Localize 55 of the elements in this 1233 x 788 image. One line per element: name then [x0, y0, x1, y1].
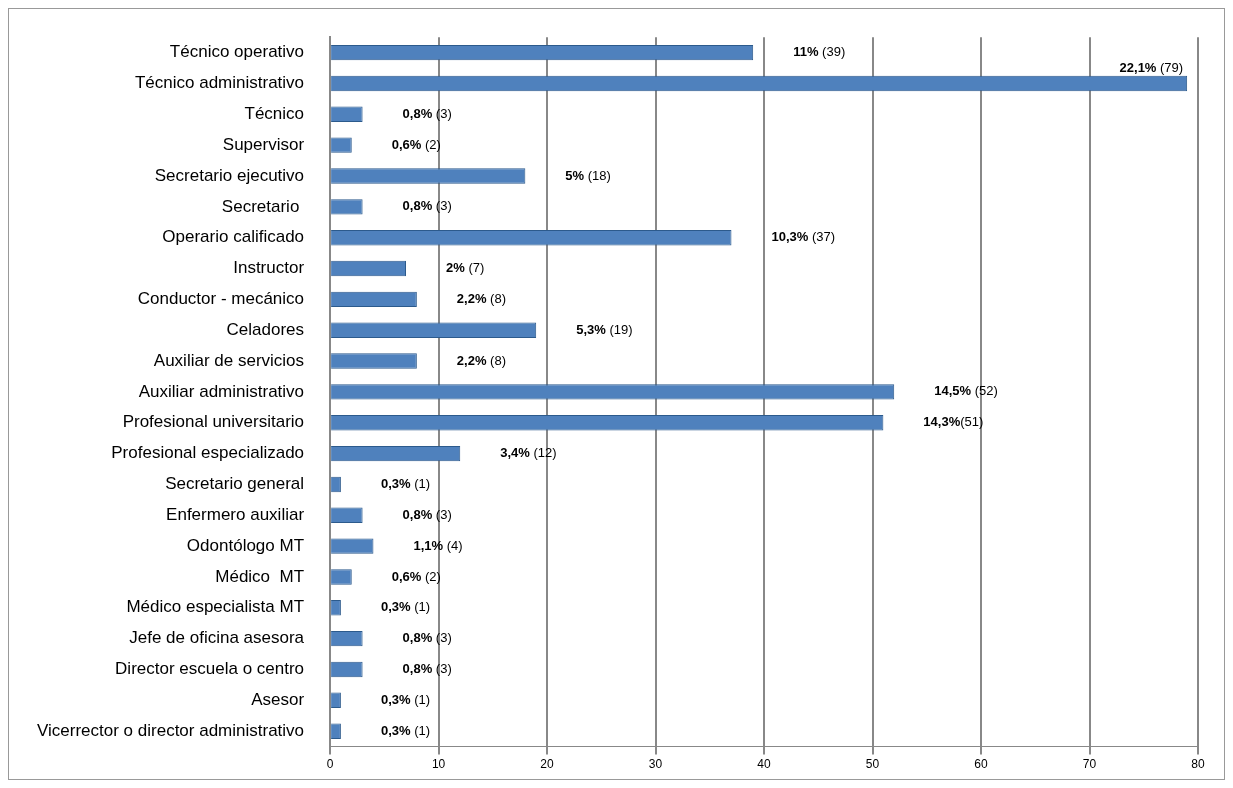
x-tick-label: 60: [974, 757, 989, 772]
data-label: 0,8% (3): [402, 198, 452, 214]
data-label: 0,8% (3): [402, 630, 452, 646]
data-label: 11% (39): [793, 44, 846, 60]
x-tick-label: 40: [757, 757, 772, 772]
data-label: 5,3% (19): [576, 321, 633, 337]
y-tick-label: Técnico operativo: [169, 42, 305, 62]
y-tick-label: Odontólogo MT: [186, 535, 305, 555]
data-label: 0,8% (3): [402, 506, 452, 522]
y-tick-label: Instructor: [233, 258, 305, 278]
data-label: 22,1% (79): [1119, 60, 1184, 76]
x-tick-label: 70: [1082, 757, 1097, 772]
y-tick-label: Secretario ejecutivo: [154, 165, 305, 185]
y-tick-label: Jefe de oficina asesora: [129, 628, 305, 648]
y-tick-label: Técnico administrativo: [134, 73, 305, 93]
data-label: 3,4% (12): [500, 445, 557, 461]
data-label: 2,2% (8): [456, 290, 506, 306]
y-tick-label: Profesional especializado: [111, 443, 305, 463]
y-tick-label: Técnico: [244, 104, 305, 123]
y-tick-label: Auxiliar administrativo: [138, 381, 305, 401]
data-label: 14,3%(51): [923, 414, 984, 430]
x-tick-label: 20: [540, 757, 555, 772]
data-label: 14,5% (52): [934, 383, 998, 399]
data-label: 0,3% (1): [380, 691, 431, 707]
y-tick-label: Conductor - mecánico: [137, 289, 305, 309]
data-label: 10,3% (37): [771, 229, 836, 245]
data-label: 0,8% (3): [402, 661, 452, 677]
y-tick-label: Supervisor: [222, 134, 305, 154]
y-tick-label: Asesor: [251, 690, 305, 710]
y-tick-label: Profesional universitario: [122, 412, 305, 432]
data-label: 0,6% (2): [391, 568, 441, 584]
data-label: 0,3% (1): [380, 476, 431, 492]
y-tick-label: Celadores: [226, 319, 305, 339]
data-label: 0,8% (3): [402, 105, 452, 121]
y-tick-label: Secretario: [221, 196, 305, 216]
data-label: 5% (18): [565, 167, 611, 183]
x-tick-label: 0: [326, 757, 334, 772]
y-tick-label: Vicerrector o director administrativo: [37, 720, 305, 740]
data-label: 2,2% (8): [456, 352, 506, 368]
y-tick-label: Operario calificado: [162, 227, 305, 247]
data-label: 1,1% (4): [413, 537, 463, 553]
x-tick-label: 80: [1191, 757, 1205, 772]
y-tick-label: Director escuela o centro: [115, 659, 305, 679]
x-tick-label: 30: [648, 757, 663, 772]
x-tick-label: 50: [865, 757, 880, 772]
data-label: 0,3% (1): [380, 722, 431, 738]
x-tick-label: 10: [431, 757, 446, 772]
y-tick-label: Enfermero auxiliar: [166, 504, 305, 524]
y-tick-label: Secretario general: [165, 474, 305, 494]
data-label: 0,6% (2): [391, 136, 441, 152]
data-label: 2% (7): [446, 260, 485, 276]
data-label: 0,3% (1): [380, 599, 431, 615]
y-tick-label: Médico especialista MT: [126, 597, 305, 617]
y-tick-label: Médico MT: [215, 566, 305, 586]
y-tick-label: Auxiliar de servicios: [153, 350, 305, 370]
